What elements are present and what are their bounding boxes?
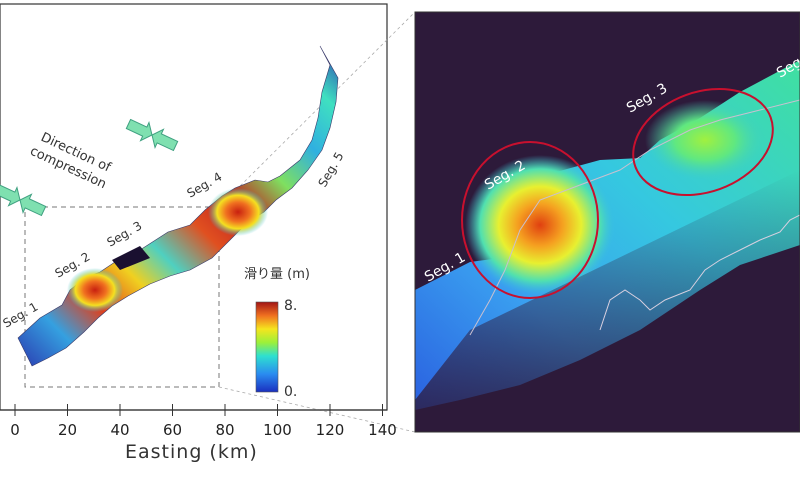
- left-seg-label-3: Seg. 3: [105, 219, 145, 250]
- x-tick-label: 100: [263, 421, 292, 439]
- left-panel: Direction of compression Seg. 1 Seg. 2 S…: [0, 3, 416, 463]
- right-panel-frame: [414, 11, 800, 433]
- x-tick-label: 40: [110, 421, 129, 439]
- zoom-connector-top: [218, 11, 416, 208]
- x-tick-label: 0: [10, 421, 20, 439]
- seg3-dark-face: [112, 246, 150, 270]
- fault-slip-surface: [17, 45, 339, 367]
- coastline: [599, 214, 800, 331]
- x-tick-label: 120: [316, 421, 345, 439]
- fault-trace: [469, 99, 800, 336]
- right-seg3-slip-peak: [645, 100, 765, 180]
- right-lower-fade: [415, 170, 800, 432]
- x-axis-label: Easting (km): [125, 441, 258, 463]
- right-panel: Seg. 1 Seg. 2 Seg. 3 Seg. 5: [415, 12, 800, 432]
- seg2-slip-peak: [67, 268, 123, 312]
- x-tick-label: 80: [215, 421, 234, 439]
- seg2-highlight-circle: [461, 141, 599, 299]
- compression-arrow-left: [0, 183, 47, 217]
- x-tick-label: 140: [368, 421, 397, 439]
- x-axis: 0 20 40 60 80 100 120 140: [0, 404, 397, 439]
- right-seg2-slip-peak: [465, 155, 615, 295]
- colorbar-title: 滑り量 (m): [244, 267, 310, 282]
- colorbar: [255, 301, 279, 393]
- seg3-highlight-circle: [632, 87, 774, 197]
- x-tick-label: 60: [163, 421, 182, 439]
- left-seg-label-5: Seg. 5: [315, 150, 346, 190]
- compression-arrow-upper: [125, 118, 179, 152]
- colorbar-max-label: 8.: [284, 298, 297, 314]
- colorbar-min-label: 0.: [284, 384, 297, 400]
- seg4-slip-peak: [208, 188, 268, 236]
- zoom-box: [24, 206, 220, 388]
- x-tick-label: 20: [58, 421, 77, 439]
